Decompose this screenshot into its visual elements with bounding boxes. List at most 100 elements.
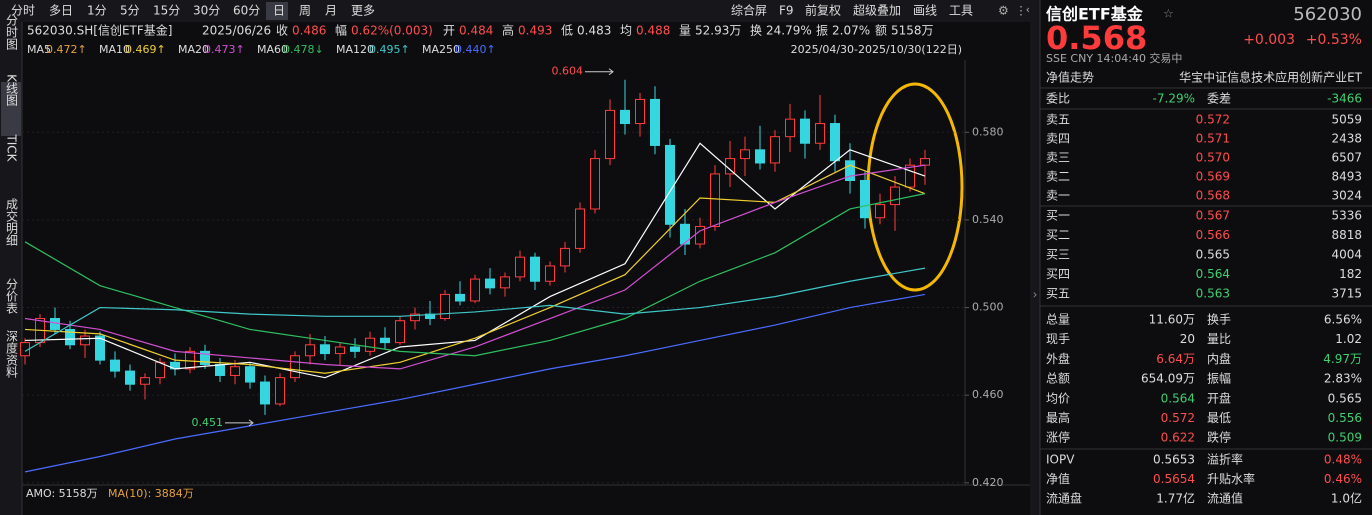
sidebar-tab[interactable]: K线图 [5, 74, 19, 106]
tab-active-bg [266, 2, 288, 20]
sidebar-tab[interactable]: 深度资料 [5, 330, 19, 378]
info-value: 0.488 [636, 24, 670, 38]
ma-value: 0.478↓ [283, 43, 324, 56]
toolbar-button[interactable]: 前复权 [805, 3, 841, 18]
candle-body [770, 136, 780, 164]
candle-body [710, 173, 720, 227]
stat-value: 0.622 [1161, 431, 1195, 445]
candle-body [800, 118, 810, 144]
candle-body [515, 256, 525, 278]
toolbar-tab[interactable]: 日 [273, 4, 285, 18]
toolbar-tab[interactable]: 分时 [11, 4, 35, 18]
candle-body [260, 381, 270, 405]
stat-value: 654.09万 [1141, 372, 1195, 386]
ratio-value: -7.29% [1153, 92, 1195, 106]
stat-value: 0.5653 [1153, 453, 1195, 467]
candle-body [65, 328, 75, 346]
sidebar-active-bg [1, 82, 21, 136]
book-price: 0.567 [1196, 209, 1230, 223]
candle-body [335, 346, 345, 355]
info-label: 均 [620, 24, 632, 38]
candle-body [365, 337, 375, 352]
date: 2025/06/26 [202, 24, 271, 38]
amo: AMO: 5158万 [26, 487, 98, 500]
sidebar-tab[interactable]: TICK [5, 133, 19, 162]
toolbar-tab[interactable]: 周 [299, 4, 311, 18]
stat-value: 0.46% [1324, 472, 1362, 486]
y-tick-label: 0.460 [972, 388, 1004, 401]
toolbar-button[interactable]: 超级叠加 [853, 3, 901, 18]
book-label: 卖一 [1046, 189, 1070, 203]
toolbar-button[interactable]: 画线 [913, 4, 937, 18]
toolbar-bg [0, 0, 1030, 22]
candle-body [560, 247, 570, 267]
ma-name: MA120 [336, 43, 374, 56]
ma-line [24, 164, 926, 370]
toolbar-tab[interactable]: 月 [325, 4, 337, 18]
book-price: 0.563 [1196, 287, 1230, 301]
candle-body [590, 158, 600, 210]
candle-body [905, 164, 915, 188]
book-volume: 8818 [1331, 228, 1362, 242]
toolbar-button[interactable]: 工具 [949, 4, 973, 18]
toolbar-button[interactable]: F9 [779, 4, 794, 18]
candle-body [320, 344, 330, 355]
annotation: 0.604 [552, 65, 584, 78]
settings-icon[interactable]: ⚙ [998, 4, 1009, 18]
toolbar-tab[interactable]: 1分 [87, 4, 107, 18]
stat-label: 量比 [1207, 332, 1231, 346]
stat-label: 流通值 [1207, 491, 1243, 506]
book-volume: 4004 [1331, 248, 1362, 262]
toolbar-tab[interactable]: 多日 [49, 4, 73, 18]
candle-body [95, 335, 105, 361]
toolbar-tab[interactable]: 30分 [193, 4, 220, 18]
y-tick-label: 0.420 [972, 476, 1004, 489]
toolbar-tab[interactable]: 15分 [153, 4, 180, 18]
stat-value: 11.60万 [1149, 313, 1195, 327]
sidebar-tab[interactable]: 分价表 [5, 278, 19, 314]
stat-value: 1.02 [1335, 332, 1362, 346]
panel-toggle[interactable] [1030, 0, 1040, 515]
symbol: 562030.SH[信创ETF基金] [27, 23, 172, 38]
panel-toggle-icon: › [1033, 288, 1038, 302]
stat-value: 0.5654 [1153, 472, 1195, 486]
stat-label: 溢折率 [1207, 452, 1243, 467]
candle-body [395, 320, 405, 344]
book-volume: 2438 [1331, 132, 1362, 146]
stat-label: 现手 [1046, 332, 1070, 346]
scroll-icon[interactable]: ‹ [1026, 3, 1030, 16]
book-volume: 5059 [1331, 113, 1362, 127]
sidebar-tab[interactable]: 分时图 [5, 14, 19, 50]
candle-body [860, 179, 870, 219]
info-label: 量 [679, 24, 691, 38]
ma-name: MA250 [422, 43, 460, 56]
close-icon[interactable]: ⋮ [1015, 4, 1027, 18]
toolbar-tab[interactable]: 5分 [120, 4, 140, 18]
stat-value: 4.97万 [1323, 352, 1362, 366]
toolbar-button[interactable]: 综合屏 [731, 3, 767, 18]
candle-body [185, 350, 195, 370]
stat-value: 0.565 [1328, 391, 1362, 405]
info-value: 0.62%(0.003) [351, 24, 433, 38]
book-price: 0.569 [1196, 170, 1230, 184]
candle-body [485, 278, 495, 289]
book-price: 0.570 [1196, 151, 1230, 165]
toolbar-tab[interactable]: 更多 [351, 4, 375, 18]
book-volume: 3024 [1331, 189, 1362, 203]
candle-body [275, 377, 285, 405]
candle-body [245, 366, 255, 383]
candle-body [815, 123, 825, 144]
candle-body [50, 318, 60, 330]
favorite-icon[interactable]: ☆ [1163, 7, 1174, 21]
ma-value: 0.440↑ [455, 43, 496, 56]
y-tick-label: 0.540 [972, 213, 1004, 226]
stat-value: 0.564 [1161, 391, 1195, 405]
panel-status: SSE CNY 14:04:40 交易中 [1046, 51, 1182, 65]
panel-name: 信创ETF基金 [1046, 5, 1144, 24]
info-label: 幅 [335, 23, 347, 38]
candle-body [695, 225, 705, 245]
sidebar-tab[interactable]: 成交明细 [5, 198, 19, 246]
candle-body [785, 118, 795, 138]
toolbar-tab[interactable]: 60分 [233, 4, 260, 18]
stat-label: 振幅 [1207, 371, 1231, 386]
